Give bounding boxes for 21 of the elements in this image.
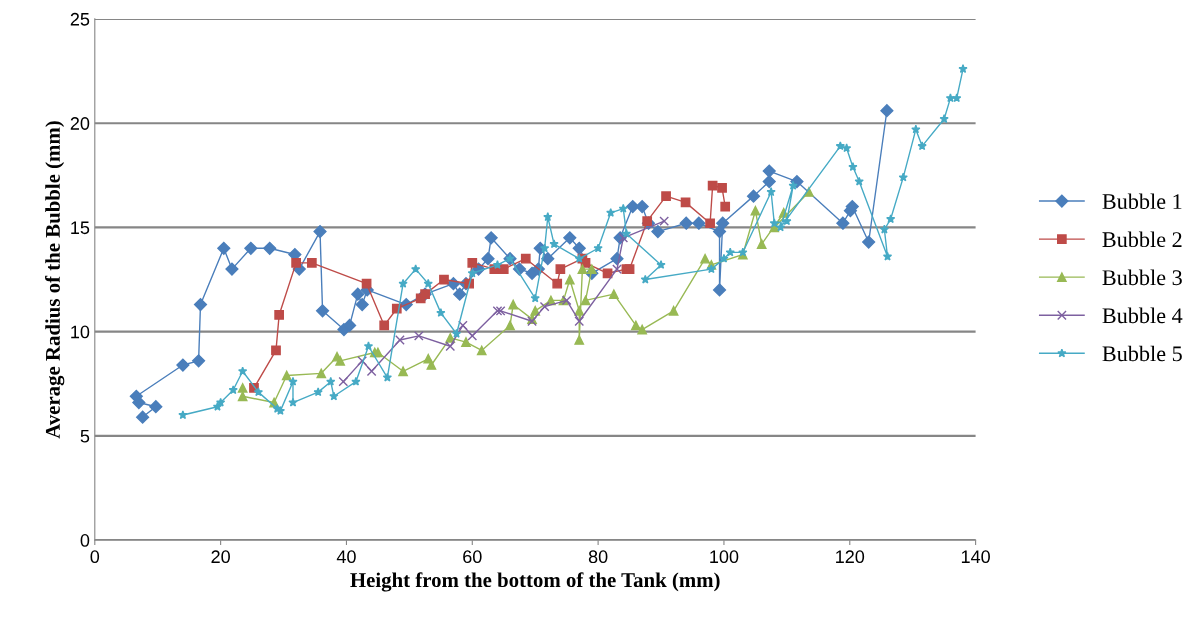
- legend-label: Bubble 2: [1102, 231, 1182, 248]
- y-tick-label: 25: [70, 12, 90, 26]
- legend-label: Bubble 5: [1102, 345, 1182, 362]
- y-tick-label: 10: [71, 325, 90, 339]
- y-tick-label: 20: [70, 117, 90, 130]
- legend-label: Bubble 4: [1102, 307, 1183, 324]
- x-tick-label: 120: [836, 550, 865, 564]
- x-tick-label: 0: [90, 550, 100, 564]
- x-tick-label: 60: [463, 550, 482, 564]
- x-axis-title: Height from the bottom of the Tank (mm): [350, 572, 720, 592]
- x-tick-label: 20: [211, 550, 230, 564]
- x-tick-label: 100: [710, 550, 739, 564]
- y-tick-label: 15: [71, 221, 90, 235]
- y-tick-label: 0: [80, 534, 90, 547]
- legend-label: Bubble 3: [1102, 269, 1182, 286]
- x-tick-label: 80: [588, 550, 608, 564]
- y-axis-title: Average Radius of the Bubble (mm): [45, 121, 65, 439]
- legend-label: Bubble 1: [1102, 193, 1182, 210]
- y-tick-label: 5: [80, 430, 90, 443]
- x-tick-label: 40: [336, 550, 356, 564]
- x-tick-label: 140: [961, 550, 990, 564]
